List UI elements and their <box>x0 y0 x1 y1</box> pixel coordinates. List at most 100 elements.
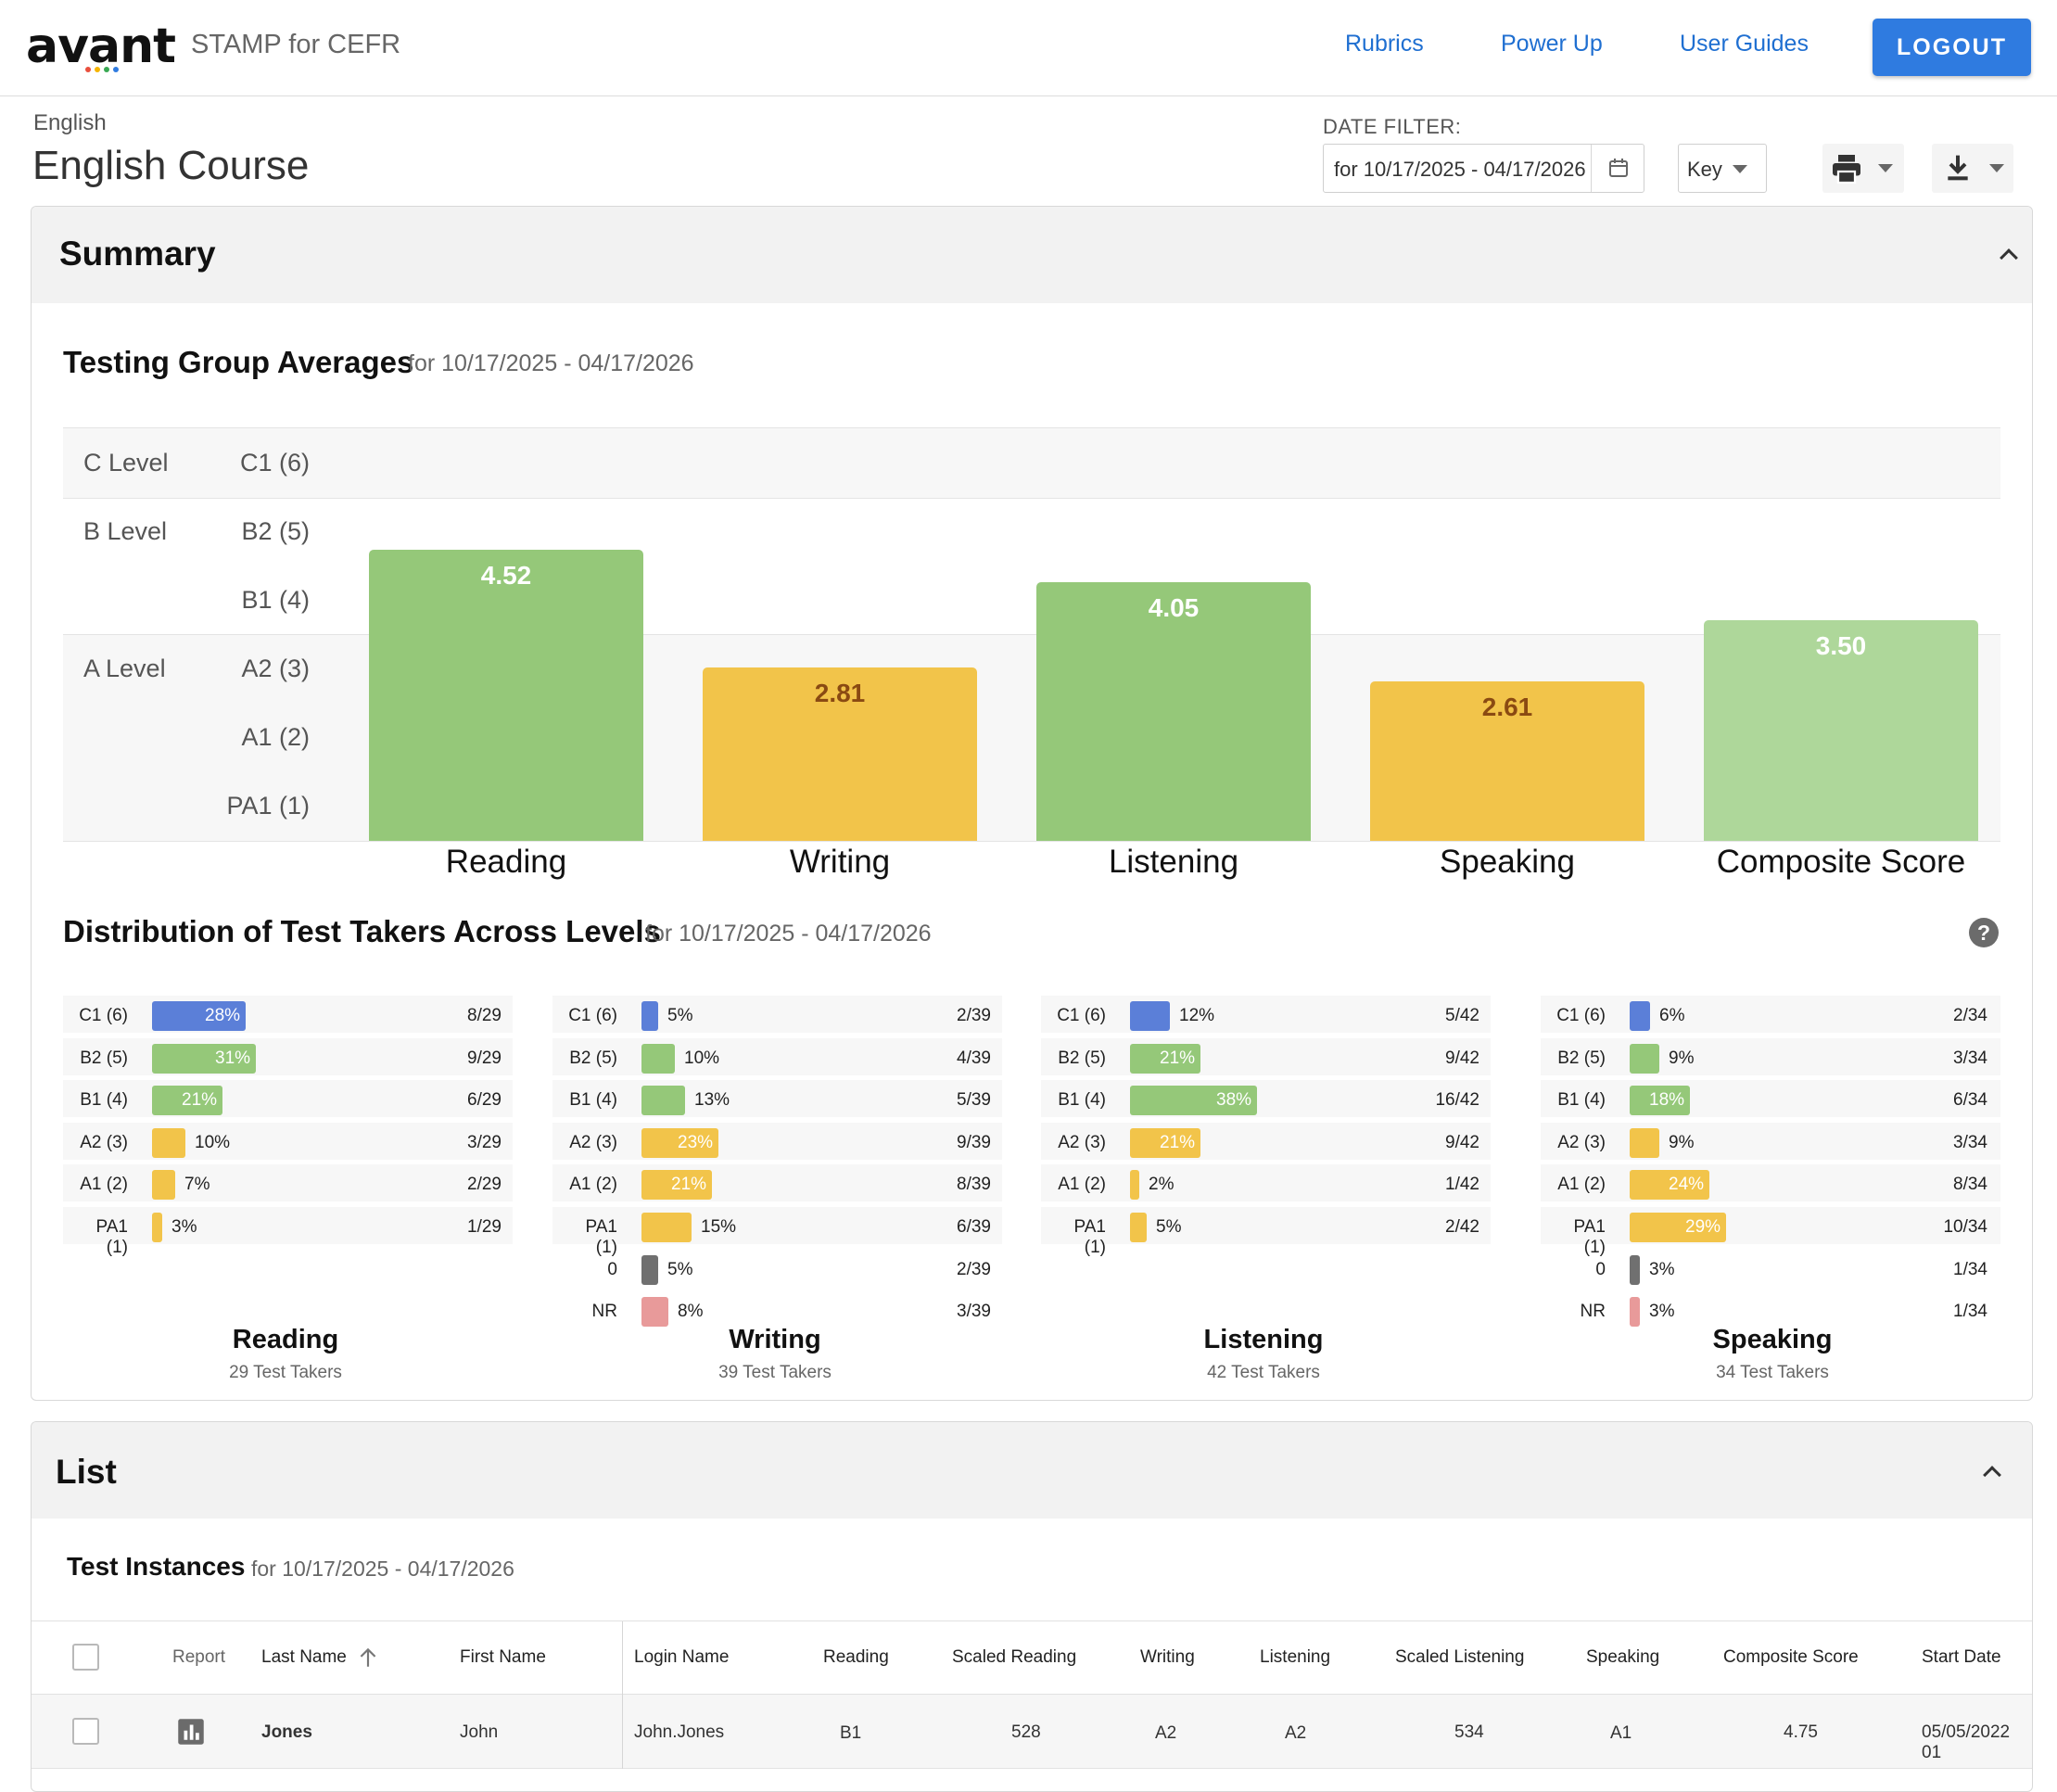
distribution-column-title: Writing <box>729 1325 821 1354</box>
table-row[interactable]: Jones John John.Jones B1 528 A2 A2 534 A… <box>32 1695 2032 1769</box>
distribution-percent: 15% <box>701 1217 737 1237</box>
distribution-column-title: Listening <box>1203 1325 1324 1354</box>
avant-logo[interactable]: avant <box>26 19 176 74</box>
distribution-percent: 5% <box>1156 1217 1182 1237</box>
distribution-bar <box>152 1043 256 1074</box>
cell-writing: A2 <box>1155 1723 1177 1743</box>
print-menu-button[interactable] <box>1822 144 1904 193</box>
distribution-count: 8/29 <box>467 1006 502 1025</box>
chevron-up-icon[interactable] <box>2000 248 2018 267</box>
col-speaking[interactable]: Speaking <box>1586 1647 1660 1667</box>
distribution-row: A1 (2) 2% 1/42 <box>1041 1164 1491 1204</box>
distribution-row: B2 (5) 31% 9/29 <box>63 1037 513 1077</box>
help-icon[interactable]: ? <box>1969 918 1999 947</box>
average-value-label: 3.50 <box>1815 631 1867 660</box>
distribution-level-label: B2 (5) <box>80 1048 128 1068</box>
distribution-count: 6/29 <box>467 1090 502 1111</box>
average-bar-composite-score <box>1704 620 1978 841</box>
distribution-percent: 5% <box>667 1006 693 1025</box>
distribution-count: 1/29 <box>467 1217 502 1237</box>
summary-panel-header[interactable]: Summary <box>32 207 2032 303</box>
average-value-label: 2.61 <box>1481 693 1533 721</box>
distribution-row: C1 (6) 12% 5/42 <box>1041 996 1491 1035</box>
distribution-count: 16/42 <box>1435 1090 1479 1111</box>
distribution-count: 2/39 <box>957 1259 991 1279</box>
distribution-level-label: 0 <box>607 1259 617 1279</box>
distribution-percent: 6% <box>1659 1006 1685 1025</box>
col-login-name[interactable]: Login Name <box>634 1647 730 1667</box>
level-group-c: C Level <box>83 449 169 477</box>
distribution-count: 2/39 <box>957 1006 991 1025</box>
distribution-level-label: A2 (3) <box>1557 1132 1606 1152</box>
col-listening[interactable]: Listening <box>1260 1647 1331 1667</box>
distribution-percent: 9% <box>1669 1048 1695 1068</box>
logout-button[interactable]: LOGOUT <box>1873 19 2031 76</box>
date-filter-input[interactable]: for 10/17/2025 - 04/17/2026 <box>1323 144 1644 193</box>
distribution-column-subtitle: 29 Test Takers <box>229 1363 342 1382</box>
distribution-count: 8/39 <box>957 1175 991 1195</box>
band-divider <box>63 634 2000 635</box>
distribution-percent: 29% <box>1685 1217 1721 1237</box>
average-category-label: Composite Score <box>1716 844 1966 880</box>
distribution-row: C1 (6) 6% 2/34 <box>1541 996 2000 1035</box>
average-bar-speaking <box>1370 681 1644 841</box>
distribution-row: 0 5% 2/39 <box>552 1250 1002 1289</box>
distribution-count: 6/39 <box>957 1217 991 1237</box>
distribution-level-label: NR <box>591 1302 617 1322</box>
distribution-percent: 10% <box>684 1048 720 1068</box>
nav-power-up-link[interactable]: Power Up <box>1501 31 1603 57</box>
distribution-count: 2/29 <box>467 1175 502 1195</box>
col-reading[interactable]: Reading <box>823 1647 889 1667</box>
distribution-level-label: B1 (4) <box>1557 1090 1606 1111</box>
column-divider <box>622 1695 623 1769</box>
nav-rubrics-link[interactable]: Rubrics <box>1345 31 1424 57</box>
date-filter-label: DATE FILTER: <box>1323 115 1462 138</box>
nav-user-guides-link[interactable]: User Guides <box>1680 31 1809 57</box>
breadcrumb[interactable]: English <box>33 110 107 135</box>
distribution-level-label: A1 (2) <box>1058 1175 1106 1195</box>
distribution-level-label: A2 (3) <box>80 1132 128 1152</box>
distribution-percent: 2% <box>1149 1175 1175 1195</box>
calendar-icon[interactable] <box>1607 157 1630 179</box>
arrow-up-icon[interactable] <box>356 1644 380 1671</box>
date-filter-value: for 10/17/2025 - 04/17/2026 <box>1334 158 1586 181</box>
distribution-bar <box>1630 1086 1690 1116</box>
col-first-name[interactable]: First Name <box>460 1647 546 1667</box>
distribution-row: A2 (3) 10% 3/29 <box>63 1122 513 1162</box>
distribution-level-label: A1 (2) <box>80 1175 128 1195</box>
chevron-up-icon[interactable] <box>1983 1466 2001 1484</box>
col-last-name[interactable]: Last Name <box>261 1647 347 1667</box>
distribution-percent: 13% <box>694 1090 730 1111</box>
distribution-bar <box>641 1043 675 1074</box>
distribution-level-label: PA1 (1) <box>1073 1217 1106 1257</box>
col-scaled-listening[interactable]: Scaled Listening <box>1395 1647 1525 1667</box>
row-checkbox[interactable] <box>72 1718 99 1745</box>
distribution-level-label: PA1 (1) <box>585 1217 617 1257</box>
col-composite-score[interactable]: Composite Score <box>1723 1647 1859 1667</box>
average-value-label: 4.05 <box>1148 593 1200 622</box>
key-dropdown[interactable]: Key <box>1678 144 1767 193</box>
distribution-percent: 10% <box>195 1132 231 1152</box>
level-group-a: A Level <box>83 655 166 682</box>
list-panel-header[interactable]: List <box>32 1422 2032 1519</box>
band-divider <box>63 427 2000 428</box>
distribution-level-label: A2 (3) <box>1058 1132 1106 1152</box>
col-scaled-reading[interactable]: Scaled Reading <box>952 1647 1077 1667</box>
distribution-percent: 21% <box>671 1175 707 1195</box>
distribution-row: PA1 (1) 3% 1/29 <box>63 1207 513 1257</box>
distribution-bar <box>1630 1127 1659 1158</box>
download-menu-button[interactable] <box>1932 144 2013 193</box>
distribution-bar <box>1130 1170 1139 1201</box>
distribution-row: 0 3% 1/34 <box>1541 1250 2000 1289</box>
col-writing[interactable]: Writing <box>1140 1647 1195 1667</box>
distribution-count: 8/34 <box>1953 1175 1987 1195</box>
distribution-percent: 3% <box>1649 1259 1675 1279</box>
report-chart-icon[interactable] <box>177 1718 205 1746</box>
select-all-checkbox[interactable] <box>72 1644 99 1671</box>
col-start-date[interactable]: Start Date <box>1922 1647 2001 1667</box>
distribution-bar <box>1130 1001 1170 1031</box>
table-header: Report Last Name First Name Login Name R… <box>32 1620 2032 1696</box>
distribution-count: 3/34 <box>1953 1048 1987 1068</box>
average-category-label: Listening <box>1108 844 1239 880</box>
distribution-bar <box>1630 1297 1640 1328</box>
